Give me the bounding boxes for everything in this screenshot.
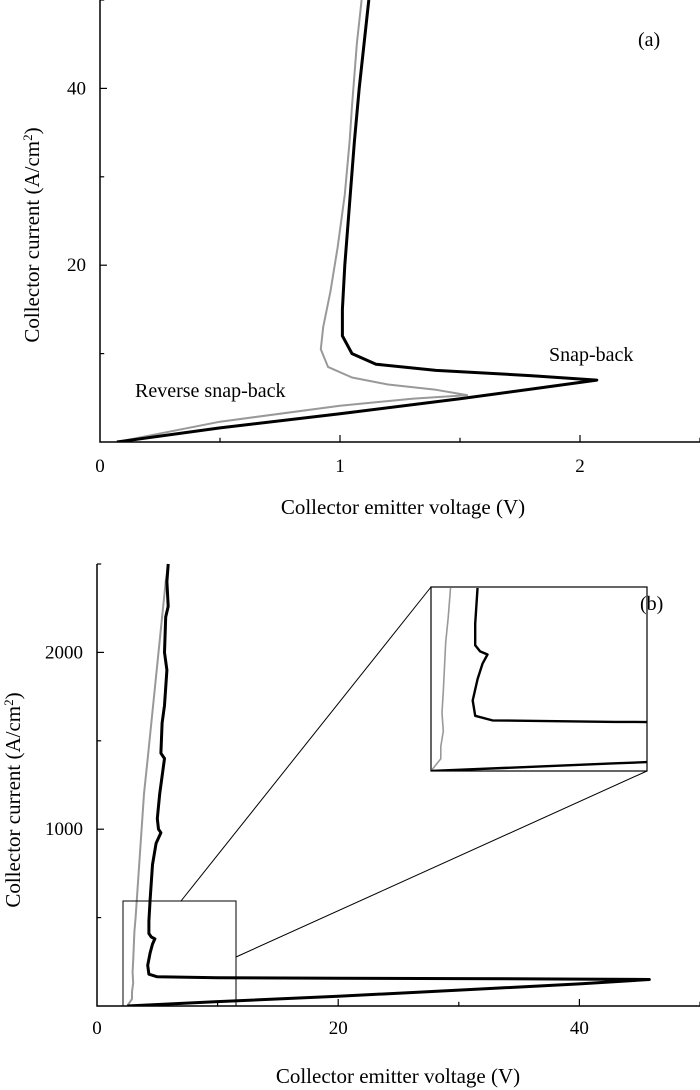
panel-b-label: (b) (640, 593, 663, 615)
panel-b-y-tick-label: 1000 (45, 819, 83, 840)
panel-a-label: (a) (638, 29, 660, 51)
annotation-reverse-snap-back: Reverse snap-back (135, 380, 286, 402)
panel-b-x-tick-label: 40 (570, 1018, 589, 1039)
panel-a-x-tick-label: 2 (575, 456, 585, 477)
panel-a-y-axis-label: Collector current (A/cm2) (20, 127, 45, 342)
panel-b-y-tick-label: 2000 (45, 642, 83, 663)
inset-gray-curve (431, 588, 452, 771)
panel-b: 0 20 40 1000 2000 (b) Collector emitter volt… (1, 563, 700, 1088)
panel-b-black-curve (127, 563, 651, 1006)
panel-b-ticks: 0 20 40 1000 2000 (45, 563, 700, 1039)
panel-b-y-axis-label: Collector current (A/cm2) (1, 692, 26, 907)
inset-connector-top (180, 586, 432, 902)
panel-b-x-axis-label: Collector emitter voltage (V) (276, 1064, 520, 1088)
panel-a-y-tick-label: 40 (67, 78, 86, 99)
panel-a-axes (99, 0, 700, 443)
panel-a-x-tick-label: 0 (95, 456, 105, 477)
panel-a-gray-curve (116, 0, 469, 442)
panel-a-ticks: 0 1 2 20 40 (67, 0, 700, 477)
panel-b-series (126, 563, 651, 1006)
panel-b-axes (96, 564, 700, 1007)
inset-zoom-box (430, 586, 648, 772)
panel-b-gray-curve (126, 563, 170, 1006)
panel-a-series (116, 0, 599, 442)
panel-a-y-tick-label: 20 (67, 255, 86, 276)
panel-a-x-tick-label: 1 (335, 456, 345, 477)
annotation-snap-back: Snap-back (549, 344, 633, 366)
panel-b-x-tick-label: 20 (329, 1018, 348, 1039)
panel-b-x-tick-label: 0 (92, 1018, 102, 1039)
panel-b-axis-frame (96, 564, 700, 1007)
panel-a-axis-frame (99, 0, 700, 443)
inset-black-curve (431, 588, 647, 771)
panel-a-black-curve (116, 0, 599, 442)
inset-connector-bottom (235, 770, 648, 958)
inset-source-box (122, 900, 237, 1007)
panel-a-x-axis-label: Collector emitter voltage (V) (281, 495, 525, 519)
inset-series (431, 588, 647, 771)
